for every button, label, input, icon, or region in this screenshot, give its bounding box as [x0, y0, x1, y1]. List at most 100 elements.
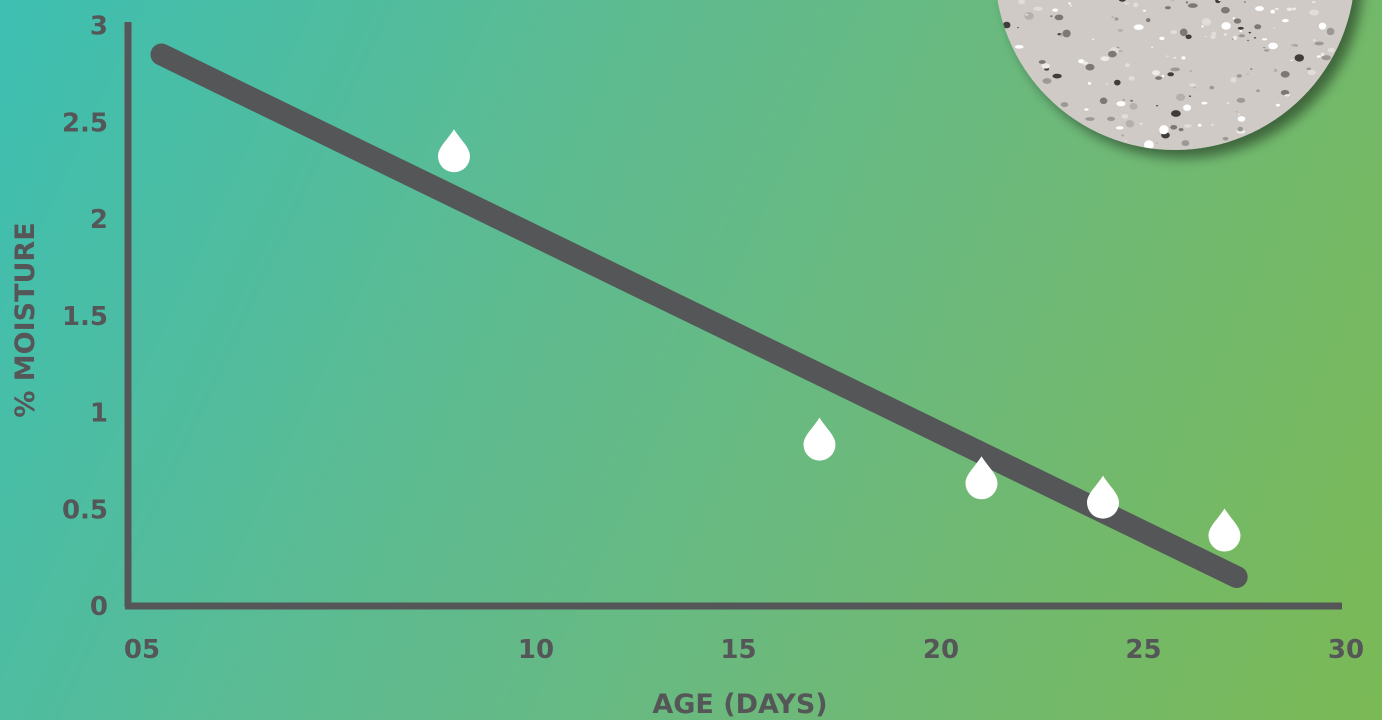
stone-speckle	[1107, 116, 1115, 121]
stone-speckle	[1068, 2, 1071, 5]
water-drop-icon	[438, 129, 470, 173]
stone-speckle	[1121, 114, 1129, 119]
stone-speckle	[1185, 1, 1189, 4]
y-tick-labels: 0 0.5 1 1.5 2 2.5 3	[62, 12, 108, 623]
stone-speckle	[1142, 9, 1146, 12]
stone-speckle	[1326, 27, 1335, 36]
stone-speckle	[1327, 47, 1335, 53]
stone-speckle	[1050, 15, 1053, 18]
stone-speckle	[1183, 124, 1192, 128]
water-drop-icon	[1208, 508, 1241, 552]
stone-disc-image	[997, 0, 1353, 150]
stone-speckle	[1059, 34, 1064, 37]
stone-speckle	[1273, 27, 1276, 30]
stone-speckle	[1273, 68, 1278, 72]
y-tick-label: 0	[90, 592, 108, 622]
stone-speckle	[1033, 6, 1043, 11]
stone-speckle	[1253, 37, 1257, 39]
stone-speckle	[1201, 25, 1204, 28]
stone-speckle	[1118, 0, 1126, 2]
stone-speckle	[1171, 110, 1181, 117]
stone-speckle	[1254, 24, 1262, 30]
stone-speckle	[1152, 70, 1160, 76]
stone-speckle	[1181, 140, 1190, 147]
stone-speckle	[1262, 38, 1268, 41]
stone-speckle	[1100, 56, 1110, 62]
stone-speckle	[1070, 4, 1073, 7]
stone-speckle	[1307, 69, 1316, 76]
stone-speckle	[1060, 102, 1069, 108]
stone-speckle	[1178, 128, 1184, 132]
stone-speckle	[1264, 49, 1270, 52]
stone-speckle	[1108, 50, 1117, 58]
stone-speckle	[1181, 56, 1186, 60]
stone-speckle	[1085, 117, 1095, 121]
stone-speckle	[1161, 74, 1165, 78]
stone-speckle	[1146, 18, 1151, 23]
stone-speckle	[1125, 120, 1135, 128]
stone-speckle	[1173, 56, 1177, 59]
stone-speckle	[1114, 17, 1119, 21]
stone-speckle	[1280, 71, 1290, 78]
stone-speckle	[1155, 76, 1162, 80]
stone-speckle	[1187, 3, 1198, 8]
data-points	[438, 129, 1241, 552]
stone-speckle	[1041, 63, 1050, 69]
stone-speckle	[1117, 28, 1124, 32]
stone-speckle	[1209, 85, 1215, 90]
stone-speckle	[1320, 52, 1325, 57]
stone-speckle	[1274, 7, 1279, 11]
stone-speckle	[1116, 101, 1126, 107]
trend-line	[150, 43, 1248, 588]
stone-speckle	[1204, 36, 1207, 38]
water-drop-icon	[803, 417, 836, 461]
stone-speckle	[1042, 78, 1052, 84]
stone-speckle	[1183, 104, 1192, 111]
stone-speckle	[1129, 103, 1138, 110]
y-tick-label: 1	[90, 399, 108, 429]
stone-speckle	[1210, 123, 1214, 127]
stone-speckle	[1018, 0, 1026, 5]
x-tick-label: 10	[518, 635, 554, 665]
stone-speckle	[1115, 126, 1124, 130]
stone-speckle	[1164, 6, 1171, 10]
y-tick-label: 3	[90, 12, 108, 42]
stone-speckle	[1111, 16, 1114, 19]
stone-speckle	[1159, 125, 1169, 135]
stone-speckle	[1236, 97, 1246, 103]
stone-speckle	[1054, 14, 1064, 21]
stone-speckle	[1189, 70, 1193, 73]
stone-speckle	[1116, 46, 1120, 49]
stone-speckle	[1124, 2, 1130, 5]
x-tick-label: 20	[923, 635, 959, 665]
stone-speckle	[1121, 134, 1125, 137]
stone-speckle	[1082, 61, 1088, 65]
stone-speckle	[1286, 7, 1293, 11]
stone-speckle	[1246, 39, 1250, 42]
x-tick-label: 30	[1328, 635, 1364, 665]
stone-speckle	[1311, 1, 1316, 3]
stone-speckle	[1170, 125, 1178, 130]
stone-speckle	[1155, 105, 1159, 107]
x-axis-title: AGE (DAYS)	[652, 689, 827, 720]
stone-speckle	[1314, 41, 1324, 46]
stone-speckle	[1239, 30, 1243, 32]
stone-speckle	[1084, 108, 1089, 111]
stone-speckle	[1218, 0, 1221, 1]
stone-speckle	[1250, 68, 1253, 70]
stone-speckle	[1294, 54, 1305, 62]
stone-speckle	[1221, 22, 1231, 30]
stone-speckle	[1197, 123, 1202, 127]
stone-speckle	[1016, 26, 1020, 29]
stone-speckle	[1124, 140, 1128, 142]
stone-speckle	[1193, 87, 1196, 89]
stone-speckle	[1321, 55, 1332, 61]
stone-speckle	[1118, 50, 1123, 53]
stone-speckle	[1263, 47, 1266, 49]
stone-speckle	[1002, 21, 1011, 29]
stone-speckle	[1233, 18, 1242, 24]
stone-speckle	[1230, 77, 1237, 83]
stone-speckle	[1091, 38, 1095, 40]
stone-speckle	[1235, 111, 1238, 113]
x-tick-labels: 05 10 15 20 25 30	[124, 635, 1364, 665]
